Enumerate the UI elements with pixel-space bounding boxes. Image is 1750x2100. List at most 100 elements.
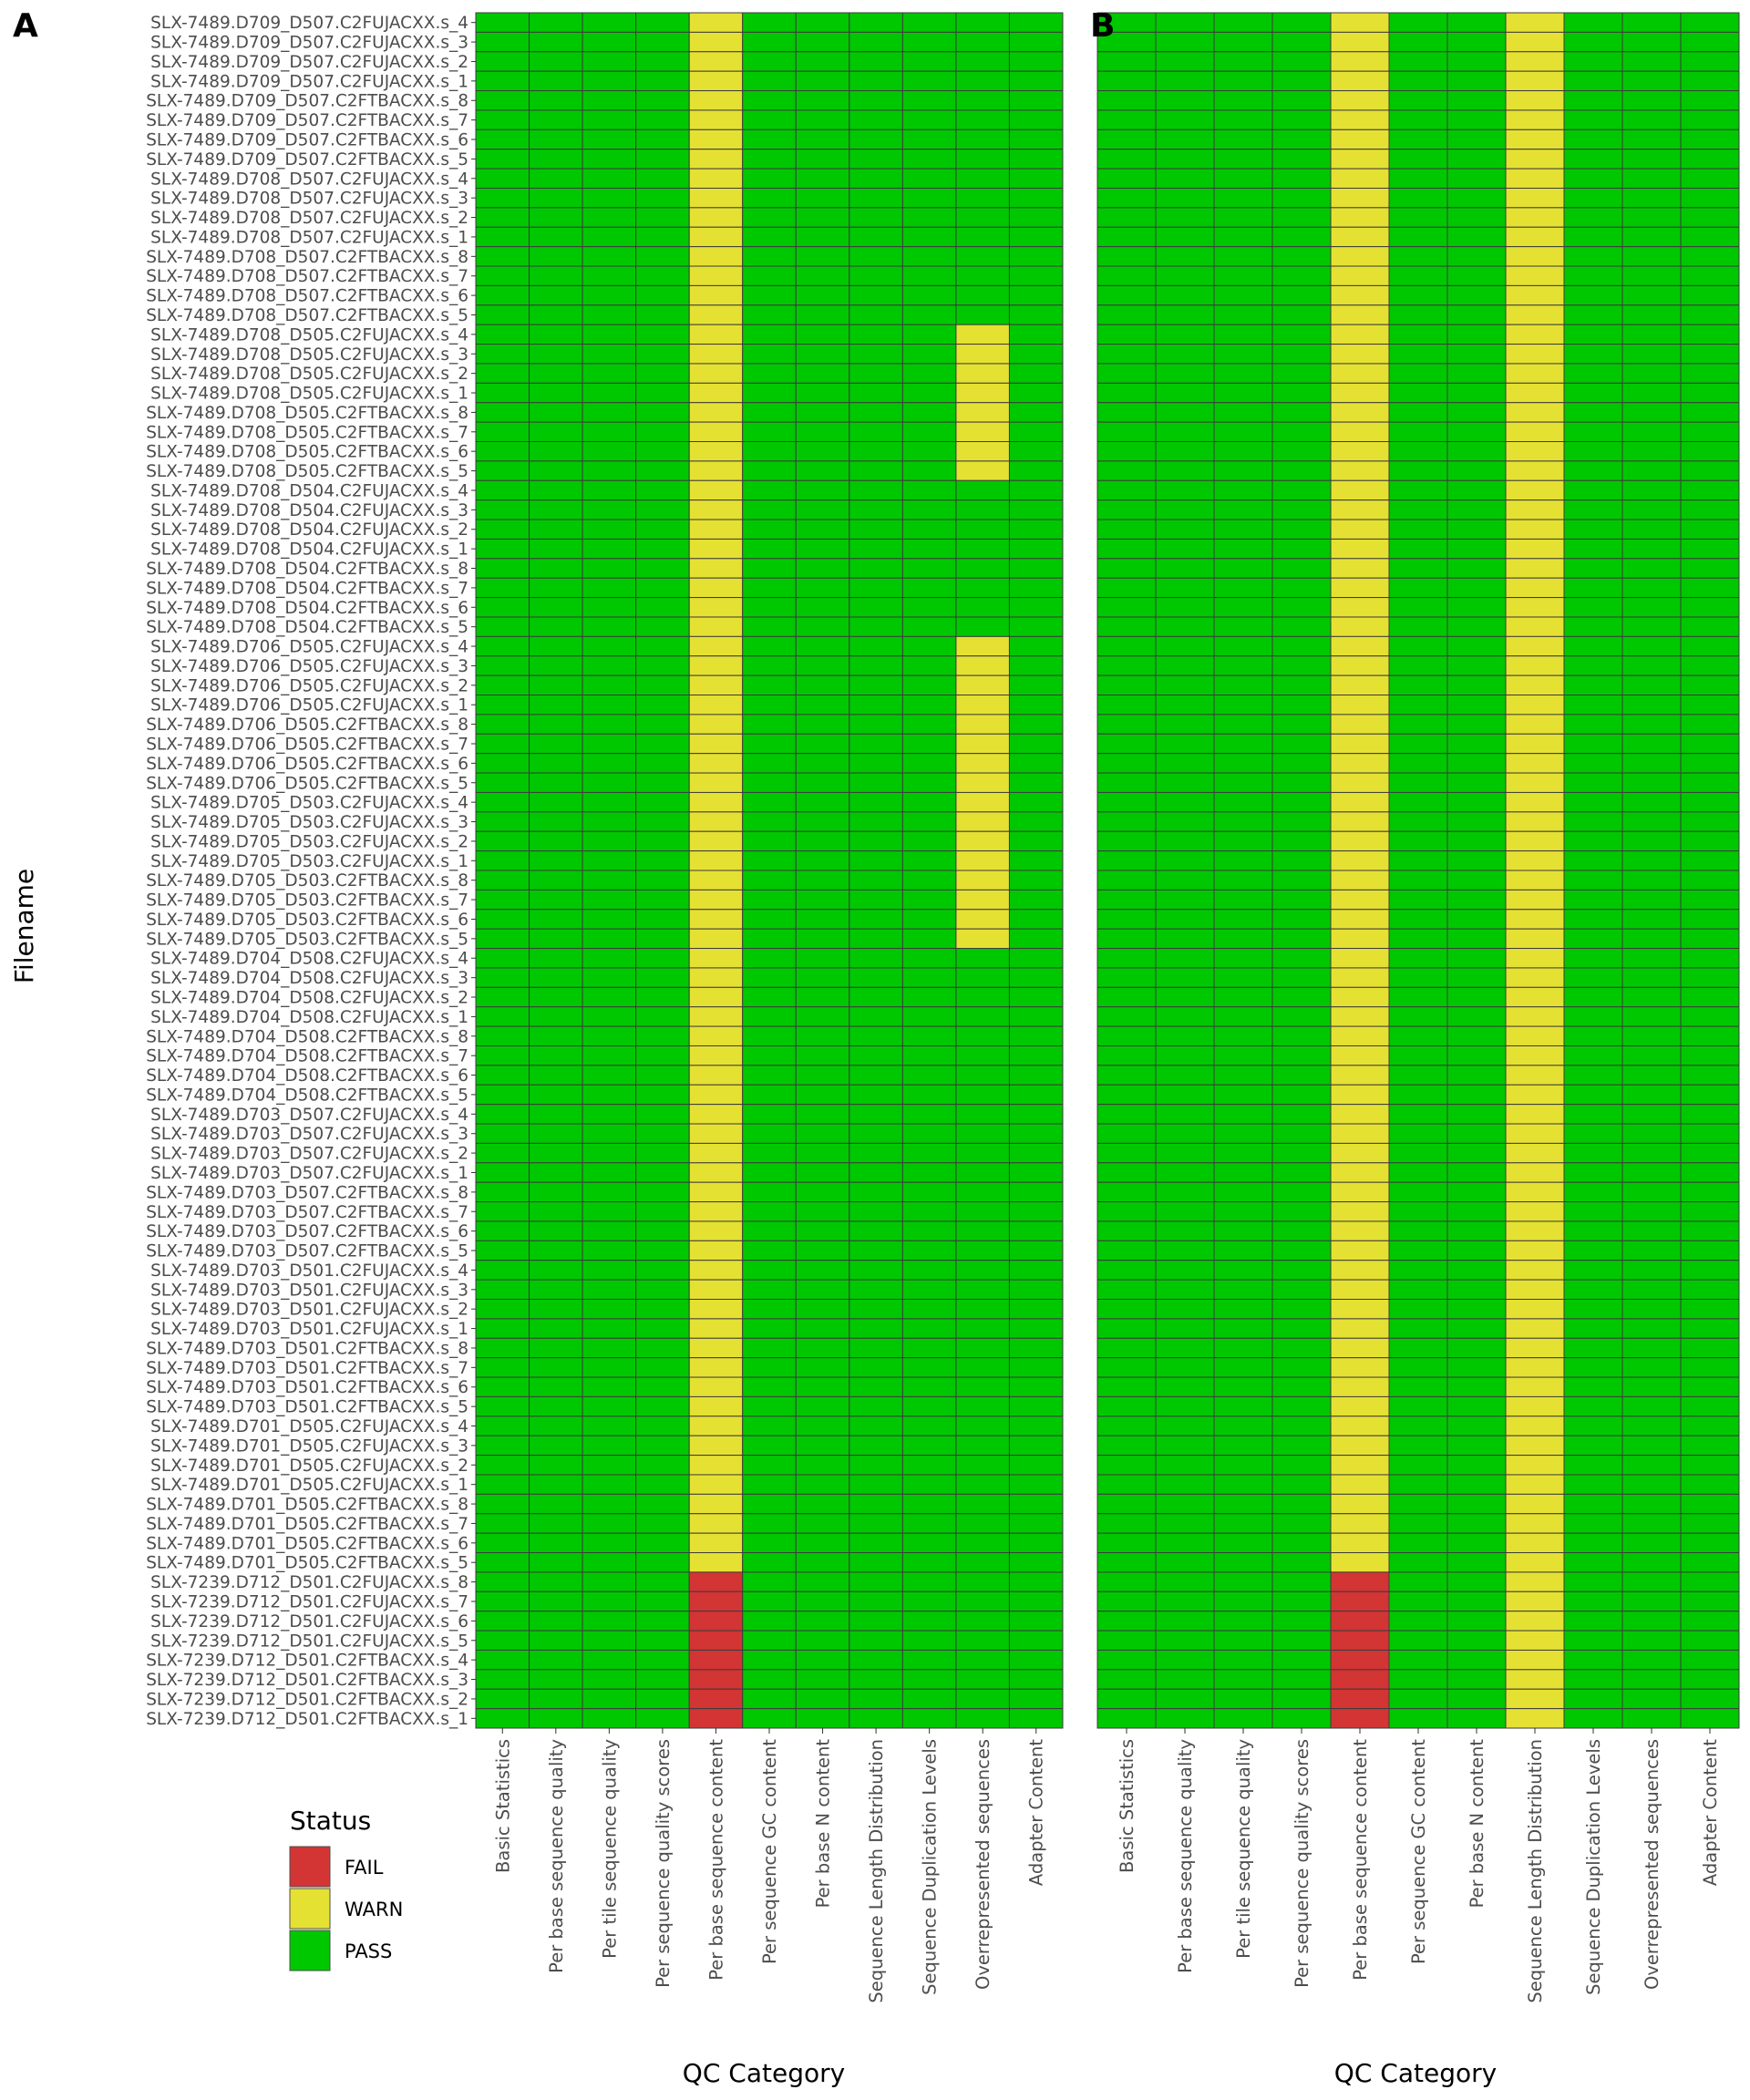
heatmap-cell-b-6-8: [1446, 168, 1507, 189]
heatmap-cell-b-7-65: [1505, 1279, 1565, 1300]
heatmap-cell-b-5-29: [1388, 577, 1448, 599]
heatmap-cell-a-4-27: [688, 538, 744, 560]
y-tick-label-74: SLX-7489.D701_D505.C2FUJACXX.s_2: [150, 1457, 468, 1476]
heatmap-cell-b-9-17: [1621, 344, 1682, 365]
heatmap-cell-a-10-27: [1008, 538, 1064, 560]
heatmap-cell-b-5-4: [1388, 90, 1448, 111]
heatmap-cell-a-0-39: [475, 772, 530, 793]
heatmap-cell-a-3-57: [635, 1123, 690, 1144]
heatmap-cell-b-8-80: [1563, 1571, 1623, 1592]
heatmap-cell-a-5-26: [742, 519, 797, 540]
heatmap-cell-b-3-81: [1271, 1590, 1332, 1612]
heatmap-cell-b-2-43: [1213, 850, 1273, 871]
heatmap-cell-a-10-76: [1008, 1493, 1064, 1515]
heatmap-cell-a-7-12: [849, 246, 903, 267]
heatmap-cell-b-5-23: [1388, 460, 1448, 481]
heatmap-cell-a-4-81: [688, 1590, 744, 1612]
heatmap-cell-b-6-29: [1446, 577, 1507, 599]
heatmap-cell-b-3-57: [1271, 1123, 1332, 1144]
heatmap-cell-a-6-70: [795, 1376, 850, 1397]
heatmap-cell-a-4-43: [688, 850, 744, 871]
heatmap-cell-b-10-56: [1680, 1104, 1740, 1125]
heatmap-cell-b-1-11: [1155, 226, 1215, 248]
heatmap-cell-a-4-35: [688, 695, 744, 715]
heatmap-cell-a-5-84: [742, 1649, 797, 1671]
heatmap-cell-b-3-16: [1271, 324, 1332, 345]
y-tick-label-49: SLX-7489.D704_D508.C2FUJACXX.s_3: [150, 969, 468, 988]
heatmap-cell-b-1-3: [1155, 70, 1215, 92]
heatmap-cell-a-10-86: [1008, 1688, 1064, 1710]
heatmap-cell-b-6-35: [1446, 695, 1507, 715]
heatmap-cell-b-7-59: [1505, 1162, 1565, 1183]
heatmap-cell-a-9-27: [955, 538, 1010, 560]
y-tick-label-87: SLX-7239.D712_D501.C2FTBACXX.s_1: [146, 1710, 468, 1729]
heatmap-cell-b-10-10: [1680, 207, 1740, 228]
heatmap-cell-a-1-19: [529, 382, 583, 404]
heatmap-cell-a-8-2: [901, 51, 957, 72]
heatmap-cell-b-4-40: [1330, 791, 1390, 813]
heatmap-cell-b-8-6: [1563, 129, 1623, 150]
heatmap-cell-b-2-79: [1213, 1552, 1273, 1573]
heatmap-cell-b-10-1: [1680, 31, 1740, 53]
heatmap-cell-b-3-14: [1271, 284, 1332, 306]
heatmap-cell-b-4-61: [1330, 1201, 1390, 1222]
heatmap-cell-b-1-50: [1155, 986, 1215, 1008]
heatmap-cell-b-7-37: [1505, 733, 1565, 755]
heatmap-cell-b-8-43: [1563, 850, 1623, 871]
heatmap-cell-b-3-5: [1271, 109, 1332, 130]
heatmap-cell-b-7-49: [1505, 967, 1565, 988]
x-tick-label-a-0: Basic Statistics: [492, 1739, 513, 1873]
heatmap-cell-b-0-57: [1096, 1123, 1157, 1144]
heatmap-cell-a-5-82: [742, 1611, 797, 1632]
heatmap-cell-b-8-70: [1563, 1376, 1623, 1397]
y-tick-label-65: SLX-7489.D703_D501.C2FUJACXX.s_3: [150, 1281, 468, 1300]
heatmap-cell-a-5-36: [742, 714, 797, 735]
heatmap-cell-b-9-37: [1621, 733, 1682, 755]
heatmap-cell-a-2-64: [582, 1260, 637, 1281]
heatmap-cell-a-4-73: [688, 1435, 744, 1457]
heatmap-cell-a-3-80: [635, 1571, 690, 1592]
heatmap-cell-b-9-51: [1621, 1006, 1682, 1027]
heatmap-cell-b-6-85: [1446, 1669, 1507, 1690]
heatmap-cell-a-6-54: [795, 1065, 850, 1086]
heatmap-cell-a-2-7: [582, 149, 637, 170]
y-tick-label-60: SLX-7489.D703_D507.C2FTBACXX.s_8: [146, 1183, 468, 1202]
heatmap-cell-a-10-42: [1008, 830, 1064, 852]
heatmap-cell-a-4-71: [688, 1395, 744, 1417]
heatmap-cell-a-0-16: [475, 324, 530, 345]
heatmap-cell-a-9-2: [955, 51, 1010, 72]
heatmap-cell-b-9-41: [1621, 811, 1682, 832]
heatmap-cell-a-7-7: [849, 149, 903, 170]
heatmap-cell-a-2-30: [582, 597, 637, 618]
heatmap-cell-a-10-46: [1008, 909, 1064, 930]
heatmap-cell-a-0-84: [475, 1649, 530, 1671]
heatmap-cell-b-5-53: [1388, 1045, 1448, 1066]
heatmap-cell-b-9-48: [1621, 948, 1682, 969]
heatmap-cell-b-5-20: [1388, 402, 1448, 423]
heatmap-cell-b-1-55: [1155, 1084, 1215, 1106]
heatmap-cell-a-9-15: [955, 304, 1010, 325]
heatmap-cell-b-10-29: [1680, 577, 1740, 599]
heatmap-cell-b-9-35: [1621, 695, 1682, 715]
heatmap-cell-a-7-79: [849, 1552, 903, 1573]
heatmap-cell-b-4-85: [1330, 1669, 1390, 1690]
heatmap-cell-a-3-25: [635, 499, 690, 520]
heatmap-cell-b-9-63: [1621, 1240, 1682, 1261]
heatmap-cell-a-3-55: [635, 1084, 690, 1106]
heatmap-cell-a-4-21: [688, 421, 744, 442]
heatmap-cell-a-9-48: [955, 948, 1010, 969]
heatmap-cell-a-3-77: [635, 1513, 690, 1534]
heatmap-cell-a-3-7: [635, 149, 690, 170]
heatmap-cell-a-2-4: [582, 90, 637, 111]
heatmap-cell-a-8-13: [901, 265, 957, 286]
heatmap-cell-a-7-73: [849, 1435, 903, 1457]
heatmap-cell-a-4-30: [688, 597, 744, 618]
heatmap-cell-b-3-44: [1271, 870, 1332, 890]
heatmap-cell-a-5-18: [742, 363, 797, 384]
heatmap-cell-b-1-24: [1155, 479, 1215, 501]
heatmap-cell-a-2-22: [582, 441, 637, 462]
heatmap-cell-a-0-4: [475, 90, 530, 111]
heatmap-cell-b-6-0: [1446, 12, 1507, 33]
heatmap-cell-b-10-64: [1680, 1260, 1740, 1281]
heatmap-cell-b-0-27: [1096, 538, 1157, 560]
